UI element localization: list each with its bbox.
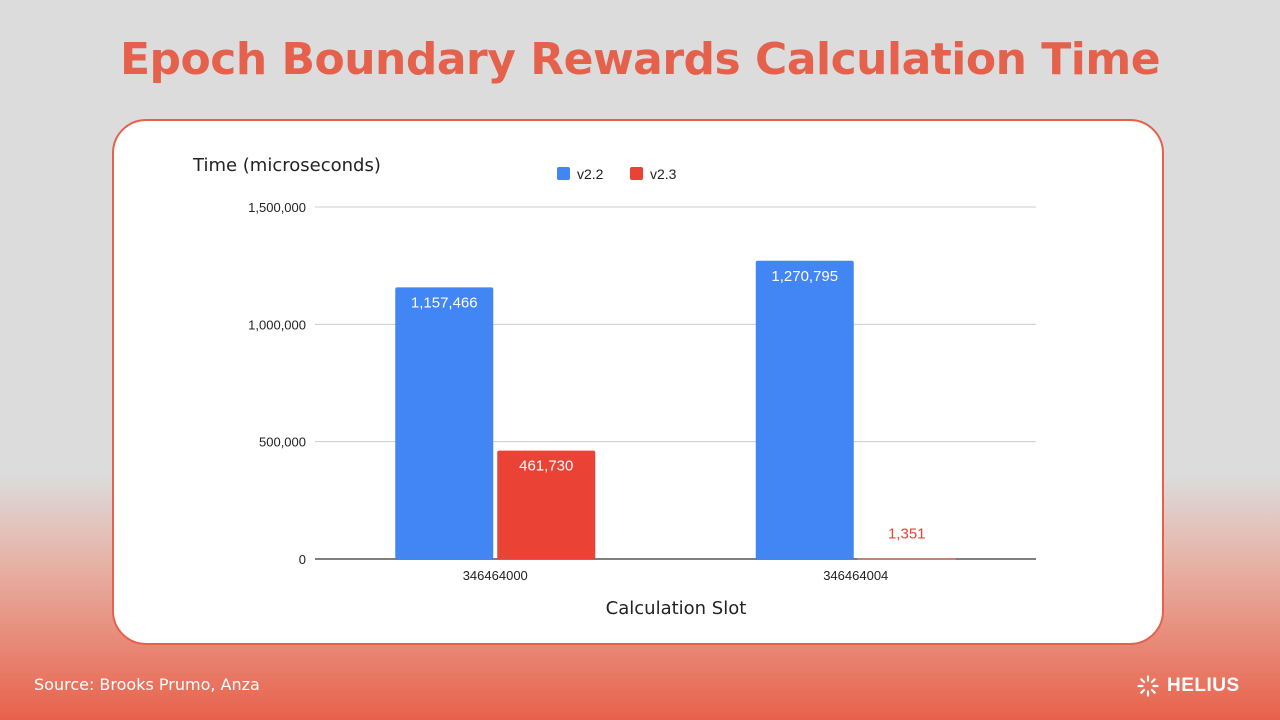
y-tick-label: 500,000	[259, 435, 306, 450]
data-label: 1,157,466	[411, 294, 478, 311]
bar-v2-2	[395, 287, 494, 559]
data-label: 1,351	[888, 526, 926, 543]
legend-label: v2.3	[650, 166, 677, 182]
x-axis-title: Calculation Slot	[606, 598, 747, 619]
data-label: 1,270,795	[771, 268, 838, 285]
bar-v2-3	[857, 558, 956, 560]
brand-logo: HELIUS	[1137, 672, 1240, 700]
source-note: Source: Brooks Prumo, Anza	[34, 675, 260, 694]
y-axis-title: Time (microseconds)	[192, 155, 381, 176]
legend-label: v2.2	[577, 166, 604, 182]
y-tick-label: 0	[299, 552, 306, 567]
helius-logo-icon	[1137, 675, 1159, 697]
y-tick-label: 1,000,000	[248, 317, 306, 332]
x-tick-label: 346464000	[463, 568, 528, 583]
legend-swatch	[630, 167, 643, 180]
y-tick-label: 1,500,000	[248, 200, 306, 215]
data-label: 461,730	[519, 458, 573, 475]
slide-title: Epoch Boundary Rewards Calculation Time	[119, 34, 1161, 85]
bar-v2-2	[755, 260, 854, 559]
x-tick-label: 346464004	[823, 568, 888, 583]
legend-swatch	[557, 167, 570, 180]
brand-name: HELIUS	[1167, 675, 1240, 696]
bar-v2-3	[497, 450, 596, 559]
